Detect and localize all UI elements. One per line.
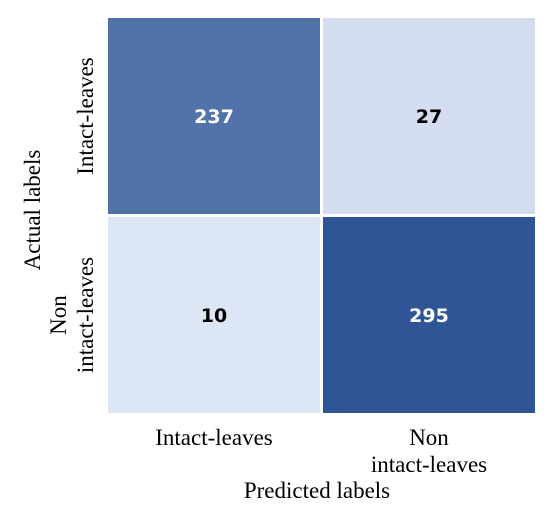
heatmap-cells [108, 18, 535, 413]
y-tick-label-1: Nonintact-leaves [46, 257, 98, 373]
y-axis-label: Actual labels [20, 150, 45, 271]
heatmap-cell-r0-c0 [108, 18, 320, 214]
x-tick-label-1: Non intact-leaves [371, 425, 487, 477]
cell-value-r0-c1: 27 [416, 106, 442, 128]
x-axis-label: Predicted labels [244, 478, 390, 503]
heatmap-cell-r0-c1 [323, 18, 535, 214]
x-tick-label-0: Intact-leaves [155, 425, 273, 450]
heatmap-cell-r1-c1 [323, 217, 535, 413]
cell-value-r1-c0: 10 [201, 305, 227, 327]
y-tick-label-0: Intact-leaves [73, 57, 98, 175]
heatmap-cell-r1-c0 [108, 217, 320, 413]
cell-value-r1-c1: 295 [409, 305, 449, 327]
cell-value-r0-c0: 237 [194, 106, 234, 128]
x-axis-tick-labels: Intact-leaves Non intact-leaves [155, 425, 487, 477]
heatmap-cell-labels: 237 27 10 295 [194, 106, 449, 327]
y-axis-tick-labels: Intact-leaves Nonintact-leaves [46, 57, 98, 373]
